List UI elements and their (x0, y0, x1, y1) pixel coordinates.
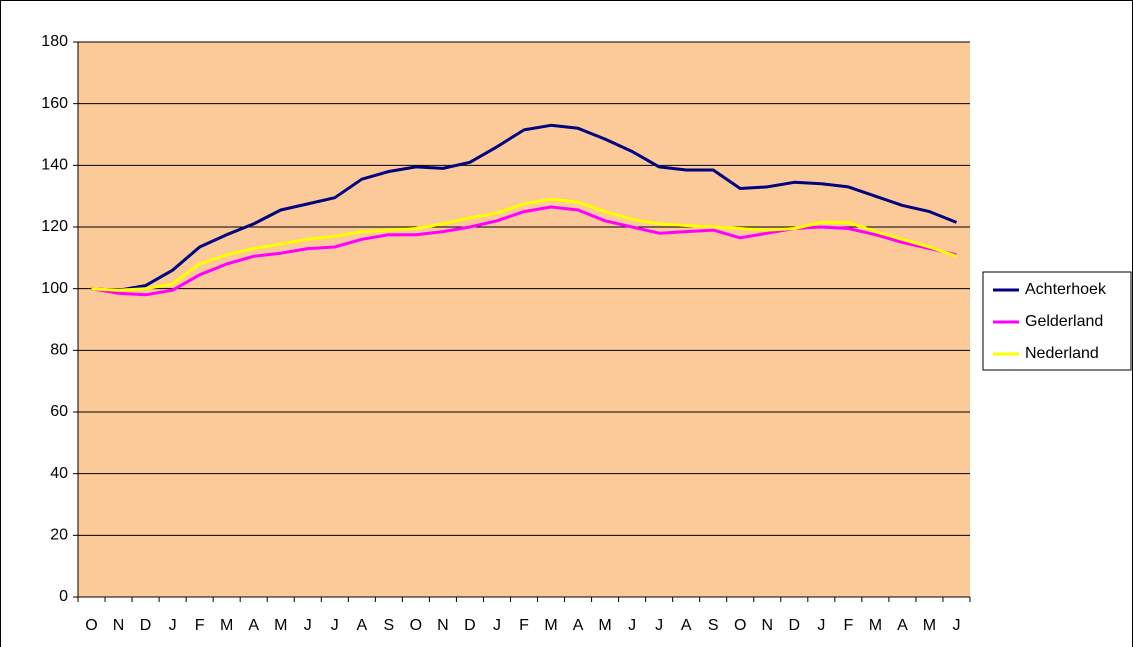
x-tick-label: N (437, 617, 449, 634)
x-tick-label: J (655, 617, 663, 634)
legend-label: Nederland (1025, 345, 1099, 362)
x-tick-label: N (113, 617, 125, 634)
y-tick-label: 120 (41, 218, 68, 235)
x-tick-label: M (544, 617, 557, 634)
legend-label: Gelderland (1025, 313, 1103, 330)
x-tick-label: J (493, 617, 501, 634)
y-tick-label: 160 (41, 95, 68, 112)
y-tick-label: 80 (50, 342, 68, 359)
x-tick-label: J (952, 617, 960, 634)
x-tick-label: J (304, 617, 312, 634)
x-tick-label: J (169, 617, 177, 634)
x-tick-label: J (817, 617, 825, 634)
y-tick-label: 100 (41, 280, 68, 297)
x-tick-label: S (384, 617, 395, 634)
series-line (91, 123, 958, 292)
x-tick-label: S (708, 617, 719, 634)
x-tick-label: O (85, 617, 97, 634)
x-tick-label: O (410, 617, 422, 634)
y-tick-label: 60 (50, 403, 68, 420)
x-tick-label: M (923, 617, 936, 634)
x-tick-label: N (761, 617, 773, 634)
x-tick-label: A (897, 617, 908, 634)
series-line (91, 205, 957, 297)
x-tick-label: A (573, 617, 584, 634)
y-tick-label: 20 (50, 527, 68, 544)
plot-area (78, 42, 970, 597)
x-tick-label: M (220, 617, 233, 634)
x-tick-label: A (356, 617, 367, 634)
y-tick-label: 40 (50, 465, 68, 482)
x-tick-label: A (248, 617, 259, 634)
series-line (91, 197, 957, 292)
x-tick-label: J (331, 617, 339, 634)
x-tick-label: O (734, 617, 746, 634)
x-tick-label: D (464, 617, 476, 634)
y-tick-label: 180 (41, 33, 68, 50)
x-tick-label: D (789, 617, 801, 634)
x-tick-label: M (869, 617, 882, 634)
x-tick-label: F (195, 617, 205, 634)
legend-label: Achterhoek (1025, 281, 1107, 298)
x-tick-label: F (519, 617, 529, 634)
x-tick-label: M (274, 617, 287, 634)
y-tick-label: 0 (59, 588, 68, 605)
x-tick-label: J (628, 617, 636, 634)
x-tick-label: D (140, 617, 152, 634)
x-tick-label: M (598, 617, 611, 634)
x-tick-label: A (681, 617, 692, 634)
x-tick-label: F (843, 617, 853, 634)
y-tick-label: 140 (41, 157, 68, 174)
